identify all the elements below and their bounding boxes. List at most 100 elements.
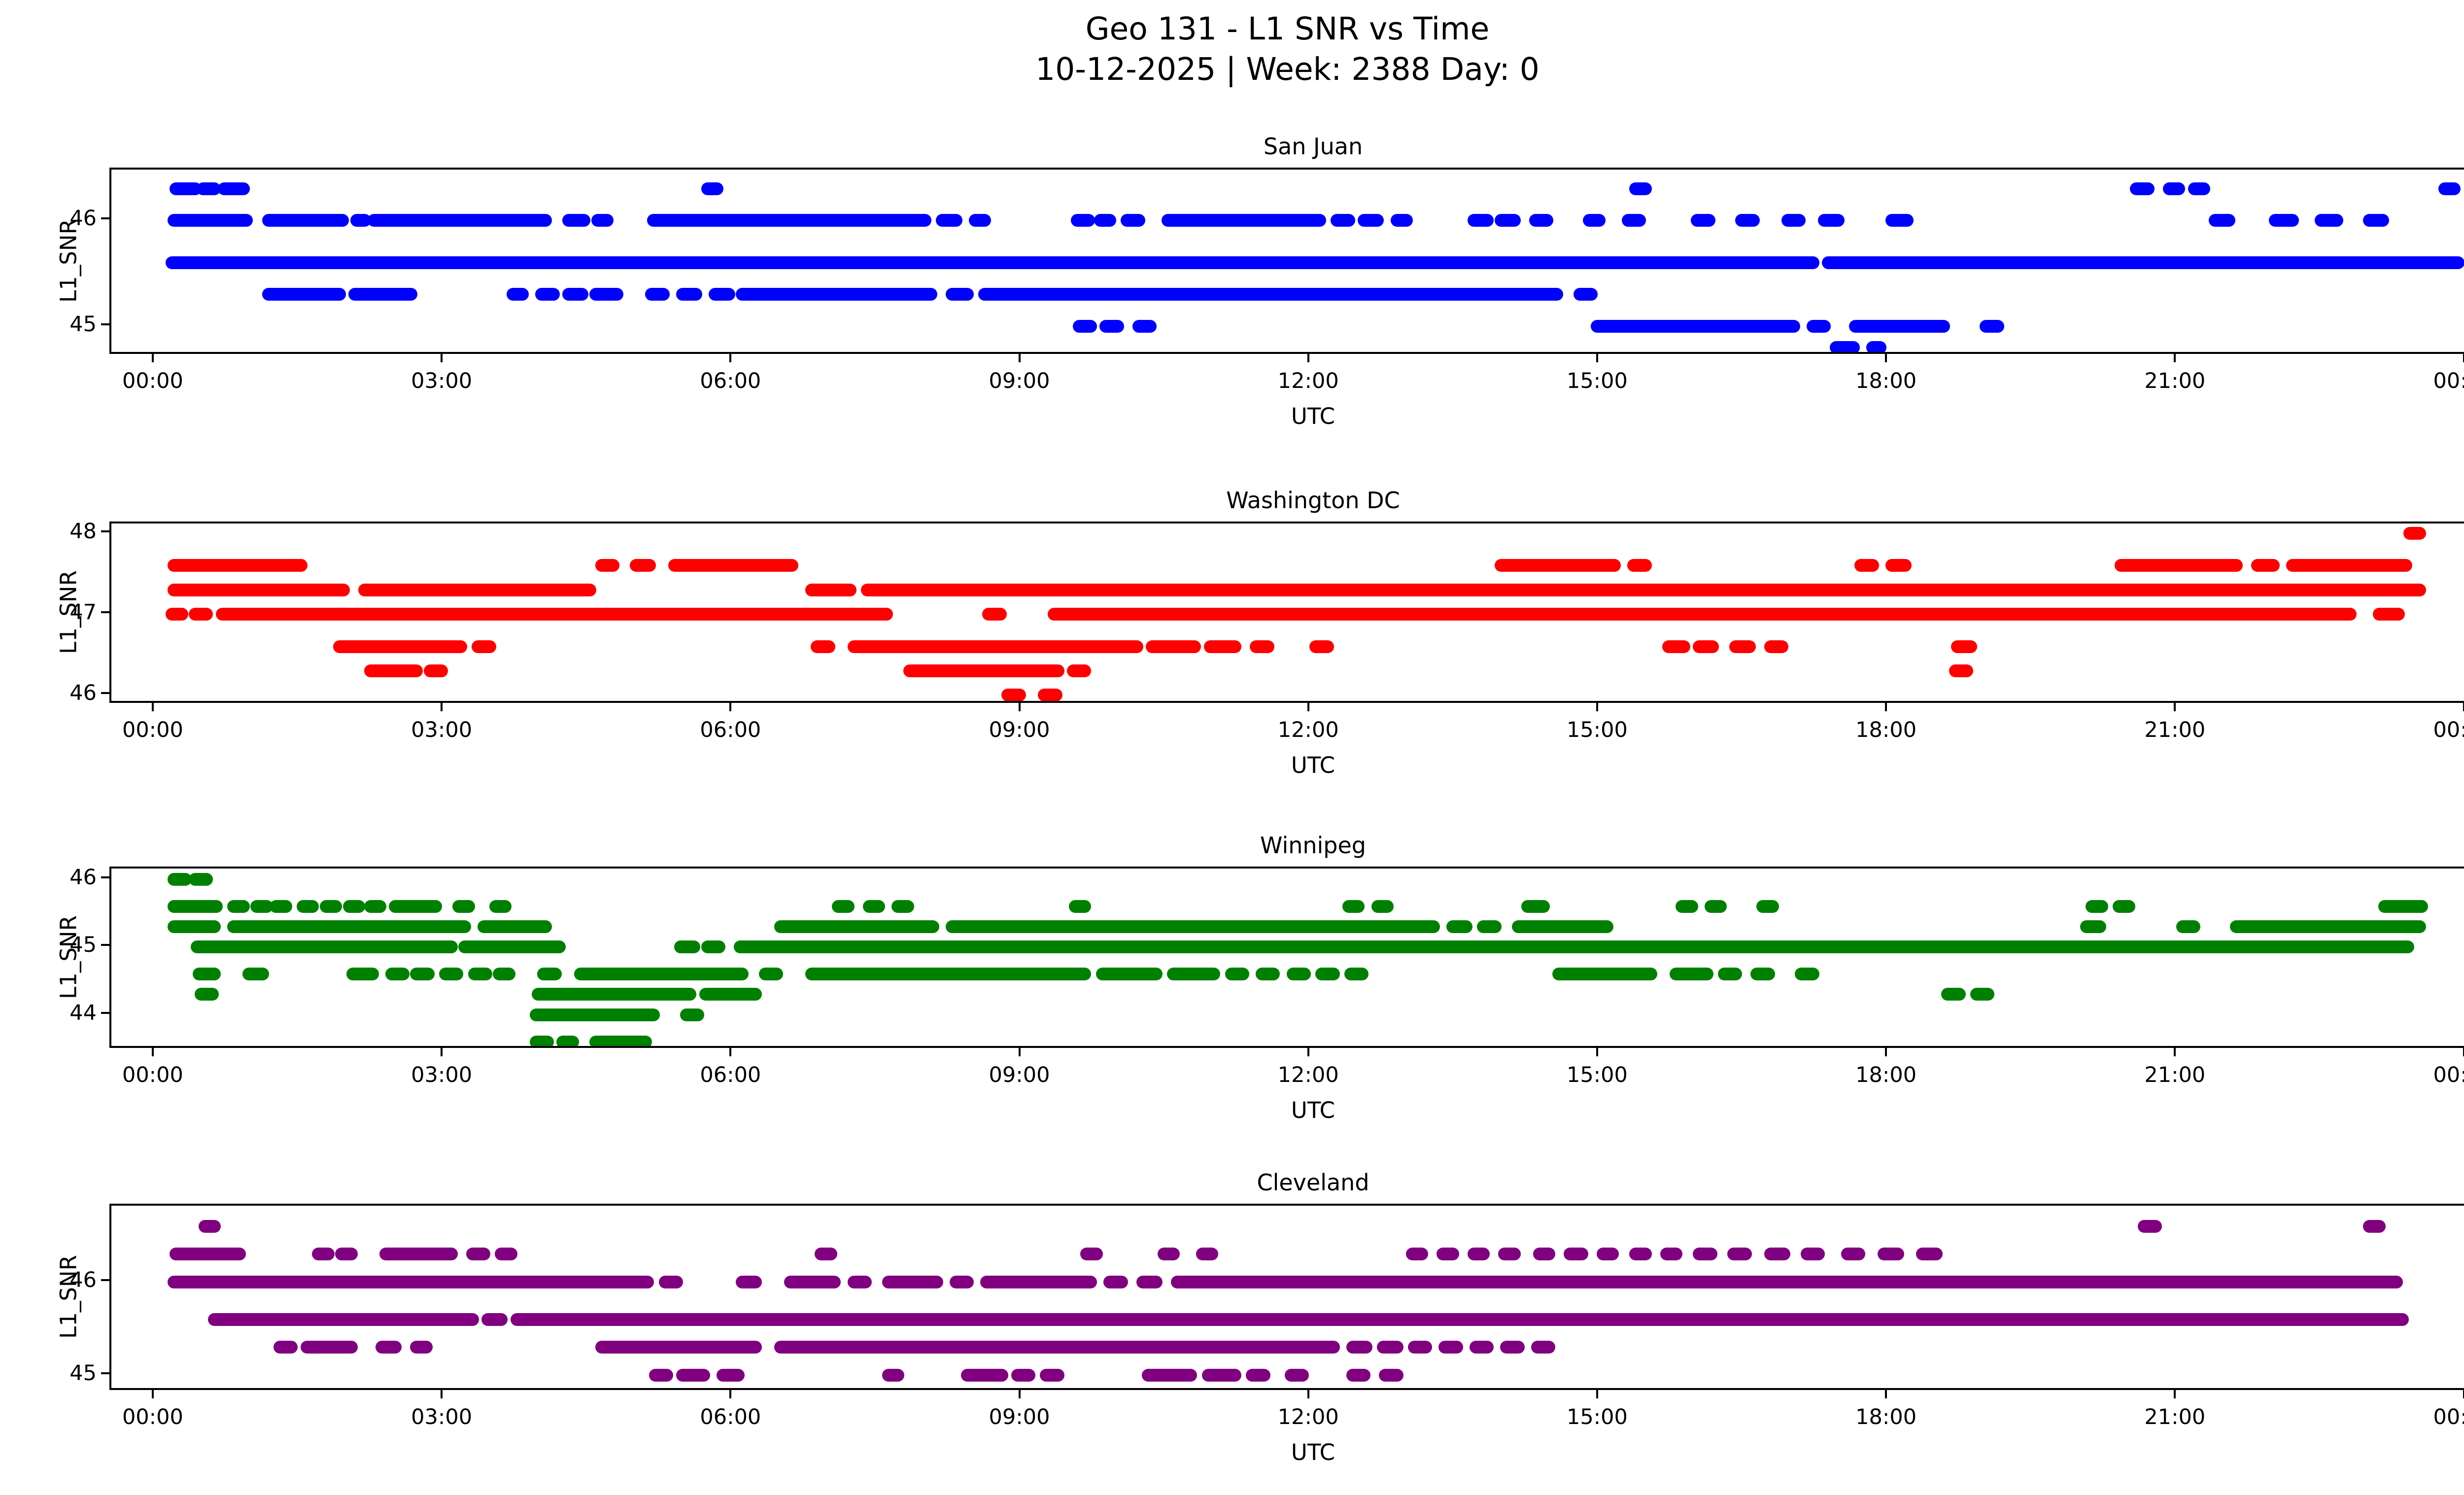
x-tick-mark (1885, 1390, 1887, 1398)
scatter-point-run (168, 214, 253, 227)
y-tick-label: 44 (69, 1000, 97, 1025)
x-axis-label-washington-dc: UTC (1291, 752, 1335, 778)
y-tick-mark (101, 876, 109, 878)
scatter-point-run (882, 1368, 905, 1382)
scatter-point-run (1405, 1248, 1429, 1261)
subplot-washington-dc: Washington DC L1_SNR UTC 48 47 46 00:00 03:0… (55, 487, 2464, 778)
scatter-point-run (1080, 1248, 1103, 1261)
scatter-point-run (589, 1035, 652, 1046)
x-tick-mark (151, 354, 154, 362)
scatter-point-run (198, 1219, 221, 1233)
scatter-point-run (1691, 214, 1715, 227)
subplot-san-juan: San Juan L1_SNR UTC 46 45 00:00 03:00 06:00 0… (55, 133, 2464, 429)
y-tick-mark (101, 611, 109, 613)
scatter-point-run (452, 900, 475, 913)
scatter-point-run (364, 664, 423, 677)
x-tick-label: 21:00 (2144, 1405, 2206, 1429)
plot-area-cleveland (111, 1206, 2464, 1388)
scatter-point-run (735, 1275, 762, 1288)
scatter-point-run (368, 214, 552, 227)
scatter-point-run (1477, 920, 1502, 934)
scatter-point-run (805, 583, 856, 596)
subplot-title-cleveland: Cleveland (1257, 1169, 1369, 1196)
x-tick-mark (2174, 354, 2176, 362)
x-tick-label: 06:00 (700, 718, 761, 742)
scatter-point-run (2315, 214, 2343, 227)
scatter-point-run (168, 872, 192, 886)
y-tick-label: 46 (69, 1267, 97, 1292)
scatter-point-run (262, 214, 349, 227)
scatter-point-run (774, 1341, 1340, 1354)
x-axis-label-san-juan: UTC (1291, 403, 1335, 429)
scatter-point-run (468, 968, 493, 981)
scatter-point-run (2363, 1219, 2386, 1233)
scatter-point-run (481, 1313, 508, 1326)
scatter-point-run (1829, 341, 1860, 352)
scatter-point-run (832, 900, 855, 913)
scatter-point-run (1621, 214, 1646, 227)
scatter-point-run (215, 608, 893, 621)
scatter-point-run (1591, 319, 1800, 333)
x-tick-label: 12:00 (1277, 1063, 1339, 1087)
x-tick-label: 21:00 (2144, 369, 2206, 393)
scatter-point-run (1821, 256, 2464, 269)
x-tick-mark (1307, 1390, 1309, 1398)
y-tick-label: 46 (69, 865, 97, 890)
scatter-point-run (2403, 526, 2426, 540)
scatter-point-run (364, 900, 387, 913)
scatter-point-run (168, 900, 223, 913)
scatter-point-run (1529, 214, 1554, 227)
scatter-point-run (2113, 900, 2135, 913)
x-tick-label: 09:00 (989, 1405, 1050, 1429)
x-tick-mark (1018, 354, 1021, 362)
scatter-point-run (1309, 640, 1334, 653)
scatter-point-run (1916, 1248, 1943, 1261)
scatter-point-run (389, 900, 443, 913)
x-tick-mark (441, 1048, 443, 1056)
scatter-point-run (562, 214, 591, 227)
y-tick-mark (101, 1011, 109, 1014)
x-tick-mark (729, 354, 732, 362)
scatter-point-run (348, 288, 417, 301)
scatter-point-run (1949, 664, 1974, 677)
scatter-point-run (1201, 1368, 1242, 1382)
x-tick-label: 18:00 (1855, 369, 1917, 393)
scatter-point-run (1167, 968, 1221, 981)
scatter-point-run (658, 1275, 683, 1288)
scatter-point-run (676, 288, 703, 301)
x-tick-label: 12:00 (1277, 1405, 1339, 1429)
scatter-point-run (1011, 1368, 1036, 1382)
x-tick-label: 00:00 (122, 718, 183, 742)
scatter-point-run (1729, 640, 1756, 653)
scatter-point-run (458, 940, 566, 954)
x-tick-mark (2174, 703, 2176, 711)
scatter-point-run (262, 288, 346, 301)
scatter-point-run (949, 1275, 974, 1288)
scatter-point-run (166, 256, 1819, 269)
scatter-point-run (168, 920, 221, 934)
scatter-point-run (1498, 1248, 1521, 1261)
scatter-point-run (1284, 1368, 1309, 1382)
scatter-point-run (529, 1008, 660, 1021)
scatter-point-run (2176, 920, 2201, 934)
x-tick-label: 15:00 (1566, 1063, 1628, 1087)
scatter-point-run (1494, 214, 1521, 227)
scatter-point-run (385, 968, 410, 981)
scatter-point-run (591, 214, 614, 227)
scatter-point-run (1390, 214, 1413, 227)
x-tick-label: 06:00 (700, 1405, 761, 1429)
scatter-point-run (815, 1248, 837, 1261)
scatter-point-run (1161, 214, 1327, 227)
x-tick-label: 15:00 (1566, 369, 1628, 393)
scatter-point-run (1377, 1341, 1403, 1354)
scatter-point-run (537, 968, 562, 981)
x-tick-mark (1307, 1048, 1309, 1056)
scatter-point-run (510, 1313, 2409, 1326)
scatter-point-run (1358, 214, 1384, 227)
x-tick-label: 18:00 (1855, 1063, 1917, 1087)
x-tick-mark (2174, 1390, 2176, 1398)
scatter-point-run (1629, 1248, 1652, 1261)
scatter-point-run (1629, 182, 1652, 195)
scatter-point-run (574, 968, 749, 981)
x-tick-mark (1596, 354, 1598, 362)
